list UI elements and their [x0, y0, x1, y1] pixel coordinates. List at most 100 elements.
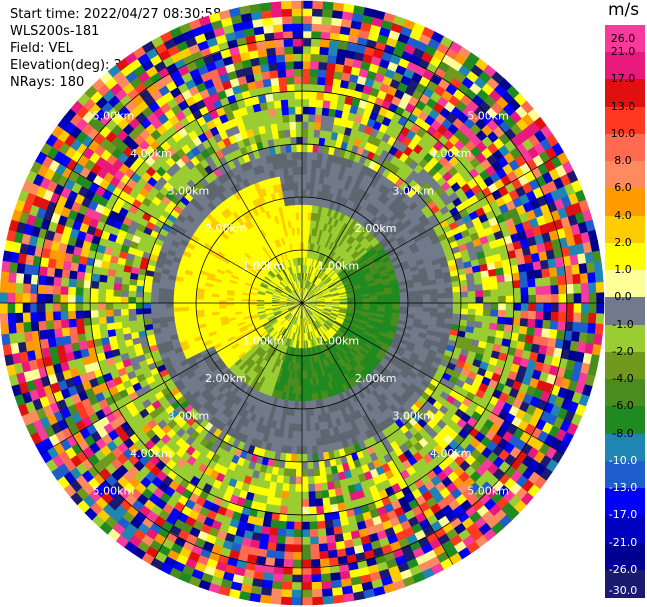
range-gate: [400, 215, 410, 225]
range-gate: [302, 46, 313, 54]
range-gate: [348, 274, 357, 280]
range-gate: [406, 210, 416, 220]
range-gate: [294, 491, 302, 500]
range-gate: [358, 198, 367, 208]
range-gate: [376, 201, 386, 211]
range-gate: [543, 294, 552, 305]
range-gate: [319, 214, 325, 223]
range-gate: [308, 250, 312, 259]
range-gate: [341, 197, 349, 207]
range-gate: [380, 227, 390, 236]
range-gate: [527, 286, 537, 297]
range-gate: [316, 252, 321, 261]
range-gate: [339, 230, 347, 240]
range-gate: [310, 46, 321, 55]
range-gate: [309, 91, 318, 100]
range-gate: [304, 288, 308, 296]
range-gate: [340, 18, 354, 29]
range-gate: [358, 206, 366, 216]
range-gate: [290, 589, 302, 598]
range-gate: [368, 63, 381, 74]
range-gate: [322, 274, 329, 282]
range-gate: [344, 95, 355, 106]
range-gate: [330, 225, 337, 235]
range-gate: [357, 225, 366, 234]
range-gate: [347, 183, 355, 193]
range-gate: [306, 290, 312, 297]
range-gate: [318, 550, 329, 560]
range-gate: [558, 284, 567, 296]
range-gate: [306, 182, 311, 191]
range-gate: [348, 227, 356, 236]
range-gate: [308, 204, 313, 213]
range-gate: [385, 189, 395, 200]
range-gate: [414, 196, 425, 207]
range-gate: [320, 273, 327, 280]
range-gate: [445, 303, 454, 309]
range-gate: [320, 263, 327, 272]
range-gate: [428, 232, 439, 241]
range-gate: [375, 260, 384, 267]
range-gate: [326, 257, 332, 266]
range-gate: [410, 192, 421, 203]
range-gate: [345, 49, 357, 60]
range-gate: [587, 272, 597, 285]
range-gate: [302, 8, 314, 17]
range-gate: [405, 222, 416, 232]
range-gate: [303, 242, 307, 251]
range-gate: [305, 280, 309, 289]
range-gate: [335, 281, 344, 287]
range-gate: [363, 157, 373, 168]
range-gate: [302, 0, 314, 9]
range-gate: [300, 552, 311, 560]
range-gate: [296, 446, 302, 455]
range-gate: [308, 296, 317, 301]
range-gate: [310, 235, 315, 244]
range-gate: [359, 217, 368, 226]
range-gate: [344, 190, 352, 200]
range-gate: [328, 108, 337, 118]
range-gate: [369, 266, 379, 273]
range-gate: [373, 172, 383, 182]
range-gate: [430, 218, 440, 229]
range-gate: [342, 264, 350, 271]
range-gate: [322, 100, 332, 109]
range-gate: [368, 205, 377, 215]
range-gate: [306, 290, 312, 298]
range-gate: [406, 36, 420, 49]
range-gate: [557, 151, 570, 166]
range-gate: [320, 230, 326, 239]
range-gate: [302, 38, 313, 47]
range-gate: [415, 239, 425, 248]
range-gate: [315, 279, 322, 286]
range-gate: [580, 312, 589, 325]
range-gate: [377, 234, 386, 243]
range-gate: [573, 303, 582, 314]
range-gate: [310, 581, 322, 591]
range-gate: [343, 265, 352, 273]
range-gate: [302, 53, 312, 62]
range-gate: [367, 261, 376, 268]
range-gate: [365, 202, 374, 212]
range-gate: [319, 262, 325, 271]
range-gate: [403, 219, 413, 228]
range-gate: [306, 289, 311, 297]
range-gate: [307, 291, 313, 298]
range-gate: [437, 166, 449, 178]
range-gate: [520, 287, 529, 297]
range-gate: [332, 9, 345, 20]
range-gate: [304, 257, 307, 266]
range-gate: [389, 192, 399, 203]
range-gate: [379, 204, 389, 214]
range-gate: [309, 189, 315, 198]
range-gate: [402, 18, 417, 31]
range-gate: [357, 235, 366, 244]
range-gate: [391, 242, 401, 251]
range-gate: [328, 146, 336, 156]
range-gate: [318, 262, 324, 270]
range-gate: [349, 104, 360, 115]
range-gate: [294, 499, 302, 508]
range-gate: [300, 559, 312, 568]
range-gate: [293, 514, 302, 523]
range-gate: [372, 271, 381, 278]
